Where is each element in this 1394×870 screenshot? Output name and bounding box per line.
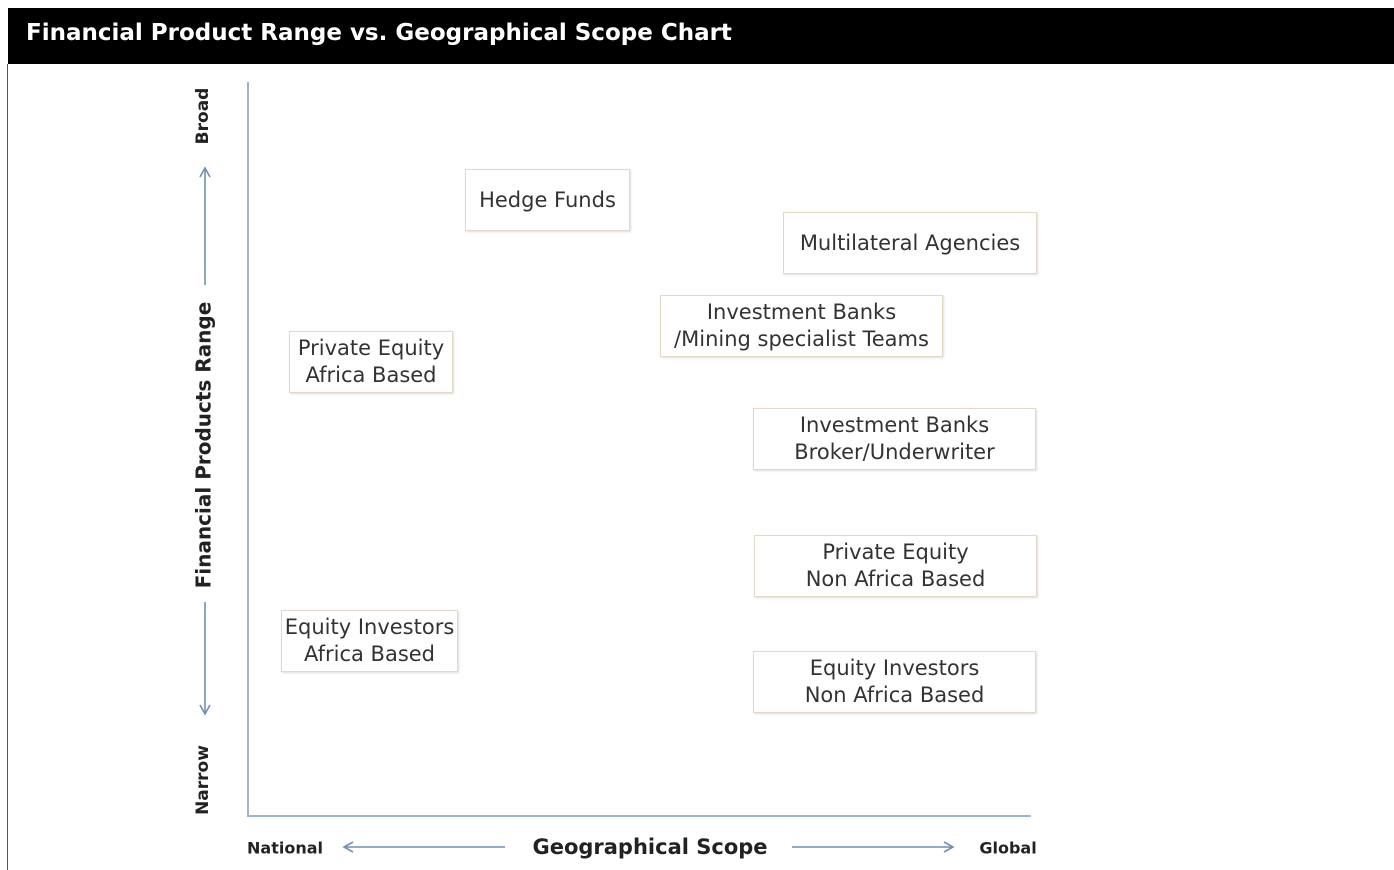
node-text: Private Equity — [822, 540, 969, 564]
node-text: Investment Banks — [799, 413, 990, 437]
node-text: Multilateral Agencies — [799, 230, 1021, 255]
node-text: Investment Banks — [706, 300, 897, 324]
node-text: /Mining specialist Teams — [674, 327, 929, 351]
node: Multilateral Agencies — [783, 212, 1037, 274]
node-text: Equity Investors — [284, 615, 455, 639]
node: Private Equity Africa Based — [289, 331, 453, 393]
x-axis-left: National — [247, 839, 323, 858]
node: Equity Investors Africa Based — [281, 610, 458, 672]
x-axis-label: Geographical Scope — [532, 835, 767, 859]
y-axis-top: Broad — [193, 88, 213, 145]
node-text: Non Africa Based — [805, 567, 986, 591]
node-text: Africa Based — [305, 363, 437, 387]
x-axis-right: Global — [979, 839, 1036, 858]
node: Private Equity Non Africa Based — [754, 535, 1037, 597]
node-text: Equity Investors — [809, 656, 980, 680]
header-title: Financial Product Range vs. Geographical… — [8, 8, 1394, 64]
page-edge — [7, 64, 8, 870]
node-text: Hedge Funds — [479, 187, 616, 212]
node: Equity Investors Non Africa Based — [753, 651, 1036, 713]
node-text: Private Equity — [297, 336, 445, 360]
node: Hedge Funds — [465, 169, 630, 231]
node-text: Non Africa Based — [804, 683, 985, 707]
node-text: Africa Based — [303, 642, 436, 666]
node: Investment Banks Broker/Underwriter — [753, 408, 1036, 470]
y-axis-label: Financial Products Range — [192, 302, 216, 589]
y-axis-bottom: Narrow — [193, 745, 213, 815]
node-text: Broker/Underwriter — [794, 440, 995, 464]
node: Investment Banks/Mining specialist Teams — [660, 295, 943, 357]
